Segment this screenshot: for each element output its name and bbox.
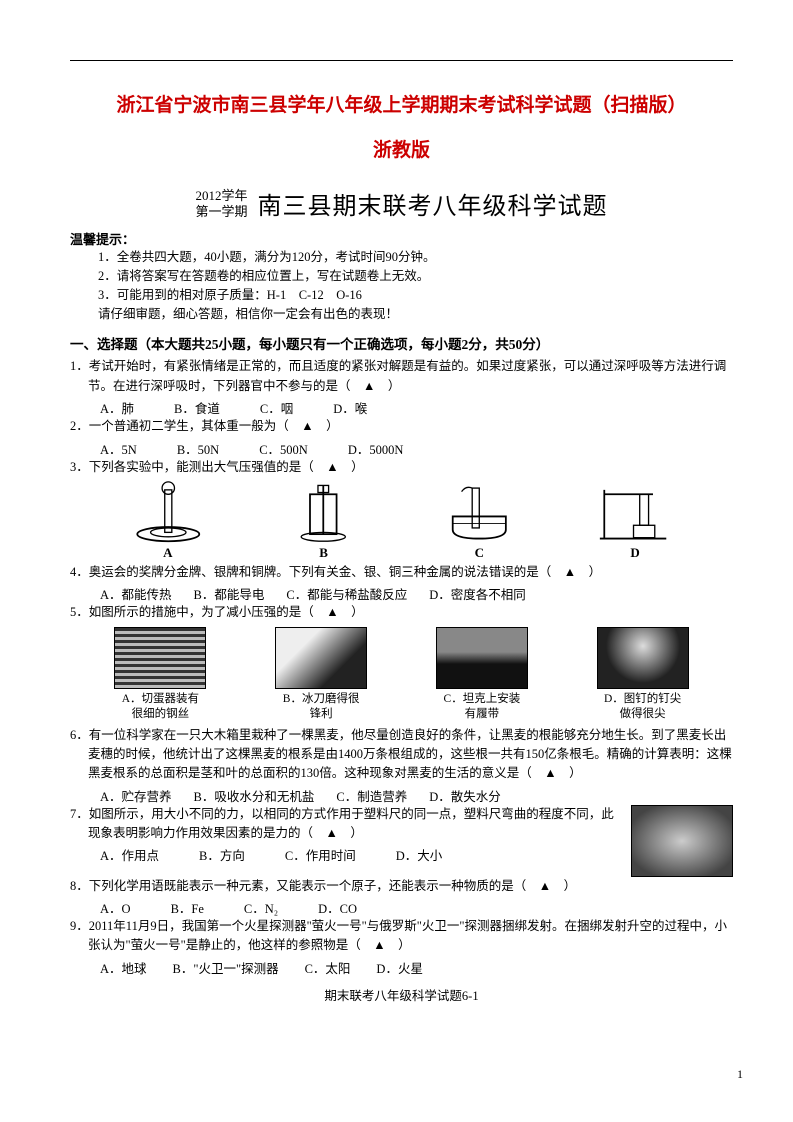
- doc-title: 浙江省宁波市南三县学年八年级上学期期末考试科学试题（扫描版）: [70, 91, 733, 121]
- section-1-head: 一、选择题（本大题共25小题，每小题只有一个正确选项，每小题2分，共50分）: [70, 333, 733, 353]
- q7-stem: 7．如图所示，用大小不同的力，以相同的方式作用于塑料尺的同一点，塑料尺弯曲的程度…: [88, 805, 625, 844]
- q7-A: A．作用点: [100, 845, 159, 864]
- q9-opts: A．地球 B．"火卫一"探测器 C．太阳 D．火星: [100, 958, 733, 977]
- doc-sub: 浙教版: [70, 135, 733, 162]
- q7-opts: A．作用点 B．方向 C．作用时间 D．大小: [100, 845, 625, 864]
- q3-stem: 3．下列各实验中，能测出大气压强值的是（ ▲ ）: [88, 458, 733, 477]
- exam-title: 南三县期末联考八年级科学试题: [258, 186, 608, 221]
- q7-wrap: 7．如图所示，用大小不同的力，以相同的方式作用于塑料尺的同一点，塑料尺弯曲的程度…: [70, 805, 733, 877]
- q5-fig-B: B．冰刀磨得很 锋利: [261, 627, 381, 722]
- q6-opts: A．贮存营养 B．吸收水分和无机盐 C．制造营养 D．散失水分: [100, 786, 733, 805]
- q7-D: D．大小: [396, 845, 443, 864]
- q3-fig-B: B: [269, 481, 379, 561]
- q3-A-label: A: [163, 545, 172, 561]
- q7-B: B．方向: [199, 845, 245, 864]
- q4-B: B．都能导电: [194, 584, 265, 603]
- ruler-bend-icon: [631, 805, 733, 877]
- q5-fig-C: C．坦克上安装 有履带: [422, 627, 542, 722]
- hint-4: 请仔细审题，细心答题，相信你一定会有出色的表现！: [98, 305, 733, 324]
- q6-B: B．吸收水分和无机盐: [194, 786, 315, 805]
- exam-year: 2012学年 第一学期: [195, 188, 247, 219]
- q6-stem: 6．有一位科学家在一只大木箱里栽种了一棵黑麦，他尽量创造良好的条件，让黑麦的根能…: [88, 726, 733, 784]
- q5-C-l2: 有履带: [465, 707, 500, 722]
- q8-opts: A．O B．Fe C．N₂ D．CO: [100, 898, 733, 917]
- exam-header: 2012学年 第一学期 南三县期末联考八年级科学试题: [70, 186, 733, 221]
- q9-C: C．太阳: [305, 958, 351, 977]
- exam-year-l2: 第一学期: [195, 204, 247, 219]
- q7-C: C．作用时间: [285, 845, 356, 864]
- q3-C-label: C: [475, 545, 484, 561]
- q2-C: C．500N: [259, 439, 308, 458]
- q5-D-l1: D．图钉的钉尖: [604, 692, 681, 707]
- q2-A: A．5N: [100, 439, 137, 458]
- q1-C: C．咽: [260, 398, 293, 417]
- q3-fig-A: A: [113, 481, 223, 561]
- hint-3: 3．可能用到的相对原子质量：H-1 C-12 O-16: [98, 286, 733, 305]
- hint-list: 1．全卷共四大题，40小题，满分为120分，考试时间90分钟。 2．请将答案写在…: [98, 248, 733, 323]
- page-footer: 期末联考八年级科学试题6-1: [70, 985, 733, 1004]
- apparatus-b-icon: [279, 481, 368, 543]
- q3-D-label: D: [630, 545, 639, 561]
- q8-C: C．N₂: [244, 898, 278, 917]
- q1-opts: A．肺 B．食道 C．咽 D．喉: [100, 398, 733, 417]
- exam-year-l1: 2012学年: [195, 188, 247, 203]
- q9-B: B．"火卫一"探测器: [173, 958, 279, 977]
- q5-A-l2: 很细的钢丝: [132, 707, 190, 722]
- hint-2: 2．请将答案写在答题卷的相应位置上，写在试题卷上无效。: [98, 267, 733, 286]
- q3-fig-D: D: [580, 481, 690, 561]
- q5-D-l2: 做得很尖: [620, 707, 666, 722]
- q5-C-l1: C．坦克上安装: [444, 692, 521, 707]
- tank-icon: [436, 627, 528, 689]
- q2-D: D．5000N: [348, 439, 404, 458]
- q6-C: C．制造营养: [336, 786, 407, 805]
- q3-figures: A B C: [90, 481, 713, 561]
- q1-A: A．肺: [100, 398, 134, 417]
- q8-D: D．CO: [318, 898, 357, 917]
- q4-C: C．都能与稀盐酸反应: [286, 584, 407, 603]
- ice-skate-icon: [275, 627, 367, 689]
- q4-opts: A．都能传热 B．都能导电 C．都能与稀盐酸反应 D．密度各不相同: [100, 584, 733, 603]
- q2-opts: A．5N B．50N C．500N D．5000N: [100, 439, 733, 458]
- q4-stem: 4．奥运会的奖牌分金牌、银牌和铜牌。下列有关金、银、铜三种金属的说法错误的是（ …: [88, 563, 733, 582]
- q5-A-l1: A．切蛋器装有: [122, 692, 199, 707]
- q6-D: D．散失水分: [429, 786, 501, 805]
- q9-A: A．地球: [100, 958, 147, 977]
- apparatus-d-icon: [591, 481, 680, 543]
- q3-B-label: B: [319, 545, 328, 561]
- q8-B: B．Fe: [171, 898, 204, 917]
- q5-fig-D: D．图钉的钉尖 做得很尖: [583, 627, 703, 722]
- egg-cutter-icon: [114, 627, 206, 689]
- q5-fig-A: A．切蛋器装有 很细的钢丝: [100, 627, 220, 722]
- hint-1: 1．全卷共四大题，40小题，满分为120分，考试时间90分钟。: [98, 248, 733, 267]
- q1-B: B．食道: [174, 398, 220, 417]
- thumbtack-icon: [597, 627, 689, 689]
- q5-B-l1: B．冰刀磨得很: [283, 692, 360, 707]
- apparatus-a-icon: [124, 481, 213, 543]
- page: 浙江省宁波市南三县学年八年级上学期期末考试科学试题（扫描版） 浙教版 2012学…: [0, 0, 793, 1044]
- page-number: 1: [737, 1067, 743, 1082]
- q2-stem: 2．一个普通初二学生，其体重一般为（ ▲ ）: [88, 417, 733, 436]
- apparatus-c-icon: [435, 481, 524, 543]
- q4-D: D．密度各不相同: [429, 584, 526, 603]
- q5-figures: A．切蛋器装有 很细的钢丝 B．冰刀磨得很 锋利 C．坦克上安装 有履带 D．图…: [80, 627, 723, 722]
- q8-A: A．O: [100, 898, 131, 917]
- q4-A: A．都能传热: [100, 584, 172, 603]
- q1-D: D．喉: [333, 398, 367, 417]
- q2-B: B．50N: [177, 439, 219, 458]
- top-rule: [70, 60, 733, 61]
- q6-A: A．贮存营养: [100, 786, 172, 805]
- q5-stem: 5．如图所示的措施中，为了减小压强的是（ ▲ ）: [88, 603, 733, 622]
- q1-stem: 1．考试开始时，有紧张情绪是正常的，而且适度的紧张对解题是有益的。如果过度紧张，…: [88, 357, 733, 396]
- hint-label: 温馨提示：: [70, 229, 733, 248]
- q9-D: D．火星: [376, 958, 423, 977]
- q5-B-l2: 锋利: [310, 707, 333, 722]
- q9-stem: 9．2011年11月9日，我国第一个火星探测器"萤火一号"与俄罗斯"火卫一"探测…: [88, 917, 733, 956]
- q3-fig-C: C: [424, 481, 534, 561]
- q8-stem: 8．下列化学用语既能表示一种元素，又能表示一个原子，还能表示一种物质的是（ ▲ …: [88, 877, 733, 896]
